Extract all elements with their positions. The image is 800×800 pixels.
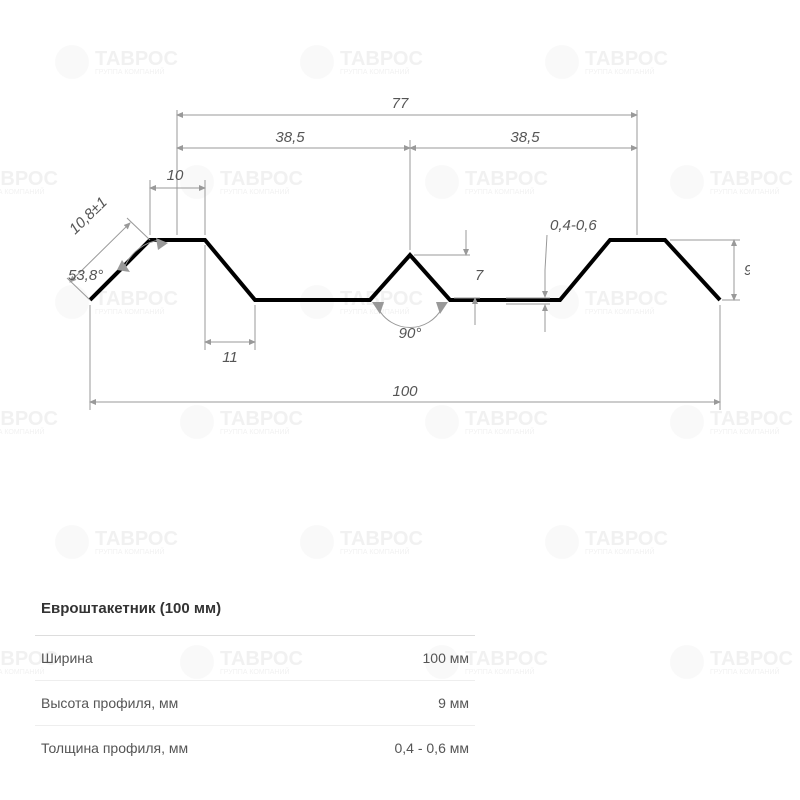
spec-title: Евроштакетник (100 мм) xyxy=(35,590,475,636)
watermark: ТАВРОСГРУППА КОМПАНИЙ xyxy=(300,525,423,559)
dim-flat-top: 10 xyxy=(167,167,184,184)
dim-left-angle: 53,8° xyxy=(68,267,103,284)
dim-bottom-overall: 100 xyxy=(392,383,418,400)
dim-top-overall: 77 xyxy=(392,95,409,112)
dim-right-height: 9 xyxy=(744,262,750,279)
watermark: ТАВРОСГРУППА КОМПАНИЙ xyxy=(670,645,793,679)
spec-value: 9 мм xyxy=(438,695,469,711)
dim-bottom-flat: 11 xyxy=(222,349,238,366)
watermark: ТАВРОСГРУППА КОМПАНИЙ xyxy=(55,525,178,559)
spec-table: Евроштакетник (100 мм) Ширина 100 мм Выс… xyxy=(35,590,475,770)
spec-row: Высота профиля, мм 9 мм xyxy=(35,681,475,726)
watermark: ТАВРОСГРУППА КОМПАНИЙ xyxy=(545,45,668,79)
spec-value: 0,4 - 0,6 мм xyxy=(394,740,469,756)
dim-center-height: 7 xyxy=(475,267,484,284)
dim-center-angle: 90° xyxy=(399,325,422,342)
dim-top-half-left: 38,5 xyxy=(275,129,305,146)
watermark: ТАВРОСГРУППА КОМПАНИЙ xyxy=(55,45,178,79)
dim-left-edge: 10,8±1 xyxy=(66,194,111,238)
spec-label: Ширина xyxy=(41,650,93,666)
spec-row: Ширина 100 мм xyxy=(35,636,475,681)
spec-label: Высота профиля, мм xyxy=(41,695,178,711)
watermark: ТАВРОСГРУППА КОМПАНИЙ xyxy=(545,525,668,559)
spec-row: Толщина профиля, мм 0,4 - 0,6 мм xyxy=(35,726,475,770)
spec-label: Толщина профиля, мм xyxy=(41,740,188,756)
spec-value: 100 мм xyxy=(423,650,470,666)
profile-diagram: 77 38,5 38,5 10 10,8±1 53,8° 11 90° 7 0,… xyxy=(50,80,750,460)
dim-top-half-right: 38,5 xyxy=(510,129,540,146)
dim-thickness: 0,4-0,6 xyxy=(550,217,597,234)
watermark: ТАВРОСГРУППА КОМПАНИЙ xyxy=(300,45,423,79)
profile-path xyxy=(90,240,720,300)
